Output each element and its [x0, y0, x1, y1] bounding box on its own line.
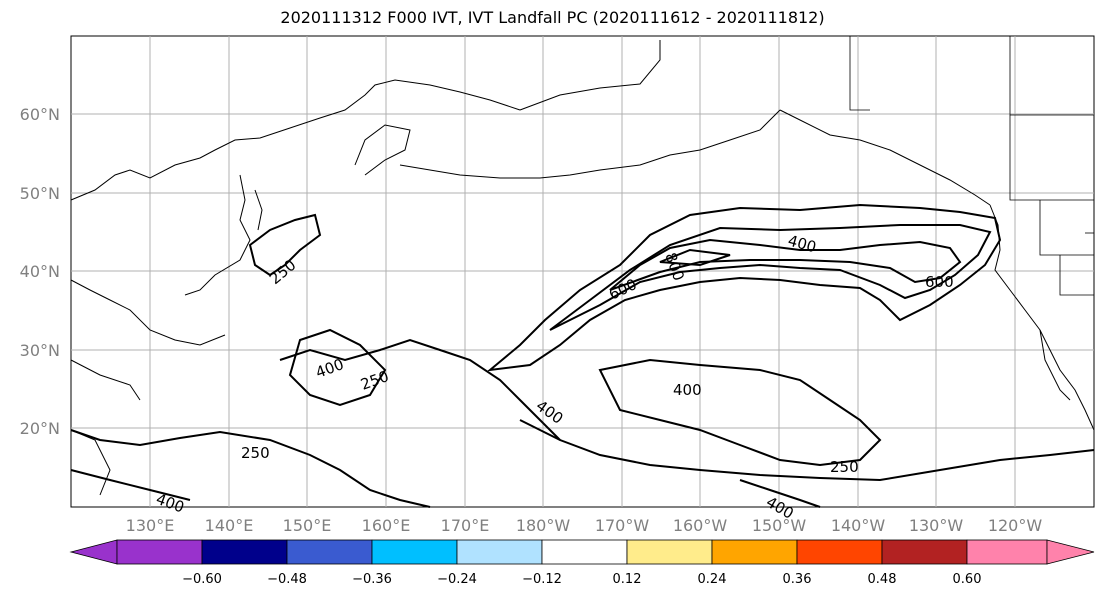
alaska-coastline: [519, 40, 991, 206]
kamchatka-coastline: [354, 124, 411, 176]
colorbar-tick-label: 0.12: [612, 572, 642, 587]
gridlines: [71, 36, 1094, 507]
lat-label: 50°N: [19, 184, 60, 203]
colorbar-tick-label: 0.60: [952, 572, 982, 587]
colorbar-lower-extend: [69, 539, 118, 565]
baja-coastline: [1039, 329, 1071, 401]
colorbar-tick-label: 0.24: [697, 572, 727, 587]
colorbar-tick-label: −0.12: [522, 572, 562, 587]
lon-label: 160°E: [361, 516, 411, 535]
colorbar-tick-label: −0.24: [437, 572, 477, 587]
lon-label: 160°W: [672, 516, 728, 535]
north-america-coastline: [989, 204, 1095, 431]
lon-label: 130°E: [125, 516, 175, 535]
lon-label: 120°W: [987, 516, 1043, 535]
contour-atmospheric-river-800: [659, 248, 731, 267]
colorbar: [69, 539, 1095, 565]
contour-east-pacific-250: [519, 419, 1095, 482]
lat-label: 30°N: [19, 341, 60, 360]
contour-asia-250: [248, 213, 322, 277]
contour-central-pacific-250: [279, 338, 561, 441]
contour-west-pacific-250: [70, 429, 431, 508]
colorbar-tick-label: 0.36: [782, 572, 812, 587]
colorbar-tick-label: −0.60: [182, 572, 222, 587]
contour-atmospheric-river-outer: [486, 203, 1002, 372]
contour-label: 250: [830, 458, 859, 476]
map-title: 2020111312 F000 IVT, IVT Landfall PC (20…: [280, 8, 825, 27]
asia-coastline: [70, 79, 521, 496]
contour-south-400: [739, 479, 821, 508]
lon-label: 150°E: [282, 516, 332, 535]
contour-east-pacific-400: [598, 358, 882, 467]
lon-label: 140°W: [830, 516, 886, 535]
japan-coastline: [184, 174, 263, 296]
lon-label: 170°E: [440, 516, 490, 535]
ivt-contours: [70, 203, 1095, 508]
lat-label: 20°N: [19, 419, 60, 438]
colorbar-upper-extend: [1046, 539, 1095, 565]
colorbar-tick-label: 0.48: [867, 572, 897, 587]
contour-label: 600: [925, 273, 954, 291]
lon-label: 150°W: [751, 516, 807, 535]
lat-label: 60°N: [19, 105, 60, 124]
contour-label: 250: [241, 444, 270, 462]
lat-label: 40°N: [19, 262, 60, 281]
lon-label: 180°W: [515, 516, 571, 535]
contour-atmospheric-river-400: [549, 224, 992, 331]
lon-label: 140°E: [204, 516, 254, 535]
boundaries: [849, 36, 1094, 296]
contour-atmospheric-river-600: [609, 238, 962, 291]
lon-label: 170°W: [594, 516, 650, 535]
coastlines: [70, 40, 1095, 496]
lon-label: 130°W: [908, 516, 964, 535]
contour-central-pacific-400: [288, 328, 387, 407]
colorbar-tick-label: −0.36: [352, 572, 392, 587]
contour-label: 400: [673, 381, 702, 399]
aleutian-chain: [399, 109, 781, 179]
colorbar-tick-label: −0.48: [267, 572, 307, 587]
